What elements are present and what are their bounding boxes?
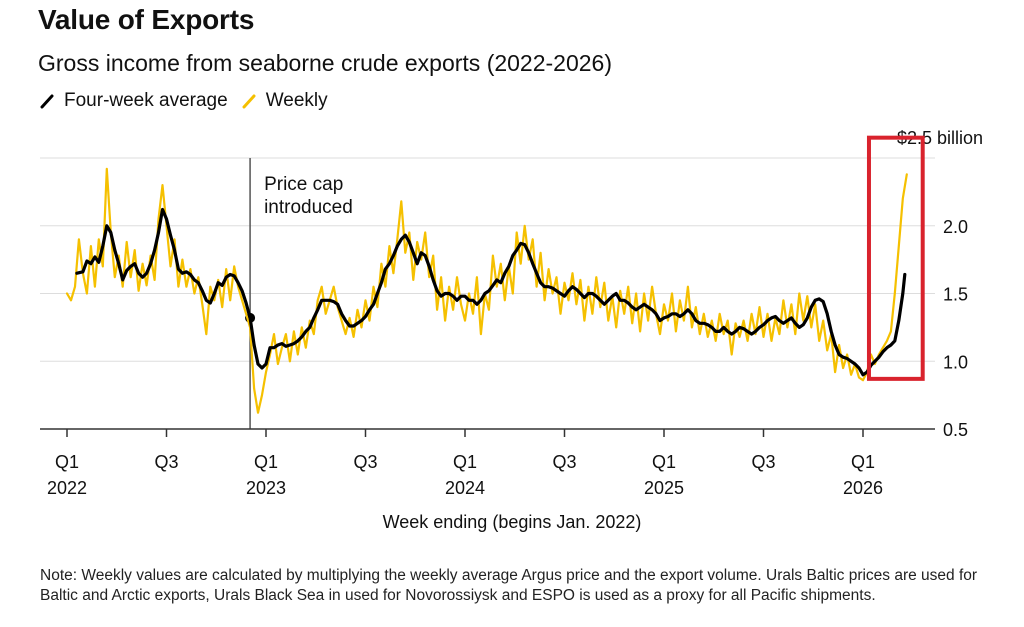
series-line-weekly	[65, 167, 908, 414]
footnote: Note: Weekly values are calculated by mu…	[40, 567, 978, 604]
x-tick-year-8: 2026	[843, 478, 883, 498]
legend-label-four-week-average: Four-week average	[64, 90, 228, 111]
x-tick-quarter-1: Q3	[154, 452, 178, 472]
x-tick-year-4: 2024	[445, 478, 485, 498]
y-tick-label-1: 1.0	[943, 352, 968, 372]
series-lines	[65, 167, 908, 414]
chart-legend: Four-week average Weekly	[40, 90, 342, 112]
y-axis-ticks: 0.5 1.0 1.5 2.0 $2.5 billion	[897, 128, 983, 440]
highlight-box	[866, 135, 925, 381]
x-tick-quarter-0: Q1	[55, 452, 79, 472]
x-tick-quarter-4: Q1	[453, 452, 477, 472]
price-cap-label-line2: introduced	[264, 197, 353, 218]
legend-item-four-week-average: Four-week average	[40, 90, 228, 112]
legend-swatch-average-icon	[40, 93, 56, 109]
x-tick-year-2: 2023	[246, 478, 286, 498]
chart-subtitle: Gross income from seaborne crude exports…	[38, 50, 613, 76]
legend-label-weekly: Weekly	[265, 90, 328, 111]
chart-title: Value of Exports	[38, 4, 255, 35]
grid-lines	[40, 157, 935, 362]
y-tick-label-3: 2.0	[943, 217, 968, 237]
y-tick-label-4: $2.5 billion	[897, 128, 983, 148]
series-line-four-week-average	[75, 207, 907, 377]
y-tick-label-2: 1.5	[943, 285, 968, 305]
x-axis-label: Week ending (begins Jan. 2022)	[383, 512, 642, 532]
x-tick-year-6: 2025	[644, 478, 684, 498]
x-tick-quarter-3: Q3	[353, 452, 377, 472]
x-tick-quarter-5: Q3	[552, 452, 576, 472]
y-tick-label-0: 0.5	[943, 420, 968, 440]
legend-item-weekly: Weekly	[242, 90, 328, 112]
highlight-rect	[866, 135, 925, 381]
price-cap-label-line1: Price cap	[264, 174, 343, 195]
legend-swatch-weekly-icon	[242, 93, 258, 109]
x-tick-quarter-7: Q3	[751, 452, 775, 472]
x-tick-quarter-2: Q1	[254, 452, 278, 472]
x-tick-year-0: 2022	[47, 478, 87, 498]
x-axis: Q1 2022 Q3 Q1 2023 Q3 Q1 2024 Q3 Q1 2025 Q3 Q1 2026	[40, 428, 935, 498]
x-tick-quarter-8: Q1	[851, 452, 875, 472]
x-tick-quarter-6: Q1	[652, 452, 676, 472]
